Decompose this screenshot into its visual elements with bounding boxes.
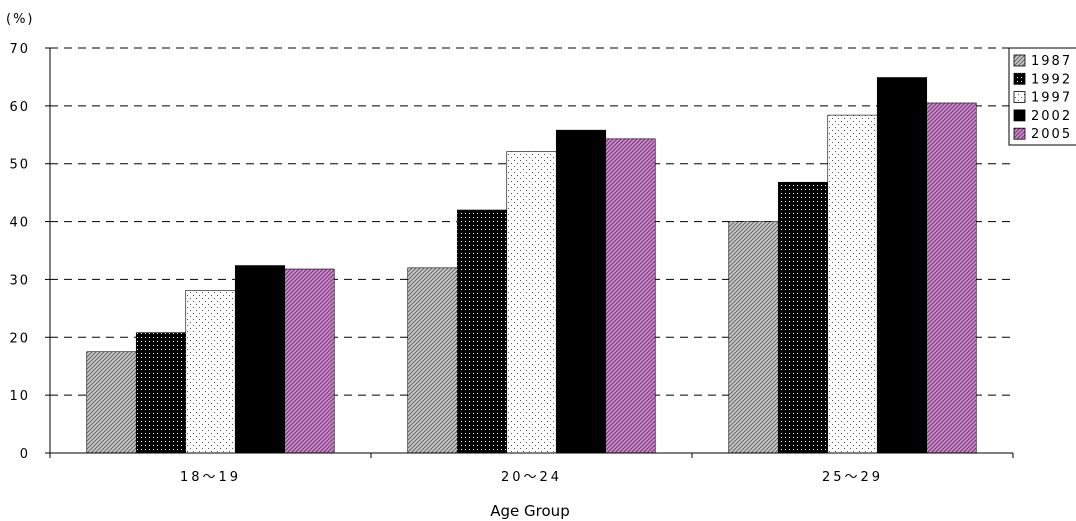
- x-category-label: 25～29: [822, 470, 883, 485]
- bar-1987-2: [728, 221, 779, 454]
- bar-1987-1: [407, 267, 458, 454]
- y-tick-label: 30: [9, 273, 30, 288]
- bar-1997-1: [506, 151, 557, 454]
- y-axis-unit-label: (%): [6, 12, 35, 27]
- legend-swatch-1992: [1013, 72, 1026, 85]
- y-tick-label: 50: [9, 158, 30, 173]
- y-tick-label: 70: [9, 42, 30, 57]
- x-category-label: 20～24: [501, 470, 562, 485]
- legend-label-1992: 1992: [1031, 72, 1072, 87]
- legend-swatch-2002: [1013, 109, 1026, 122]
- legend-label-2002: 2002: [1031, 109, 1072, 124]
- bar-2002-1: [555, 129, 607, 454]
- y-tick-label: 20: [9, 331, 30, 346]
- y-tick-label: 10: [9, 389, 30, 404]
- y-tick-label: 40: [9, 216, 30, 231]
- bar-1987-0: [86, 351, 137, 454]
- bar-2005-1: [605, 138, 656, 454]
- y-axis-ticks: 0 10 20 30 40 50 60 70: [9, 42, 50, 462]
- legend: 1987 1992 1997 2002 2005: [1008, 47, 1076, 146]
- legend-label-2005: 2005: [1031, 127, 1072, 142]
- bar-1997-2: [827, 114, 878, 454]
- legend-swatch-1987: [1013, 54, 1026, 67]
- y-tick-label: 60: [9, 100, 30, 115]
- y-tick-label: 0: [20, 447, 30, 462]
- bar-2002-0: [234, 265, 286, 454]
- bar-1992-0: [135, 332, 187, 454]
- bar-2005-0: [284, 268, 335, 454]
- axes: [49, 48, 1014, 458]
- x-axis-categories: 18～19 20～24 25～29: [180, 470, 883, 485]
- bar-series: [86, 77, 977, 454]
- bar-1997-0: [185, 290, 236, 454]
- bar-1992-2: [777, 181, 829, 454]
- x-category-label: 18～19: [180, 470, 241, 485]
- bar-2005-2: [926, 102, 977, 454]
- bar-1992-1: [456, 209, 508, 454]
- legend-swatch-1997: [1013, 91, 1026, 103]
- legend-swatch-2005: [1013, 127, 1026, 140]
- bar-2002-2: [876, 77, 928, 454]
- legend-label-1987: 1987: [1031, 54, 1072, 69]
- x-axis-title: Age Group: [490, 502, 569, 520]
- legend-label-1997: 1997: [1031, 91, 1072, 106]
